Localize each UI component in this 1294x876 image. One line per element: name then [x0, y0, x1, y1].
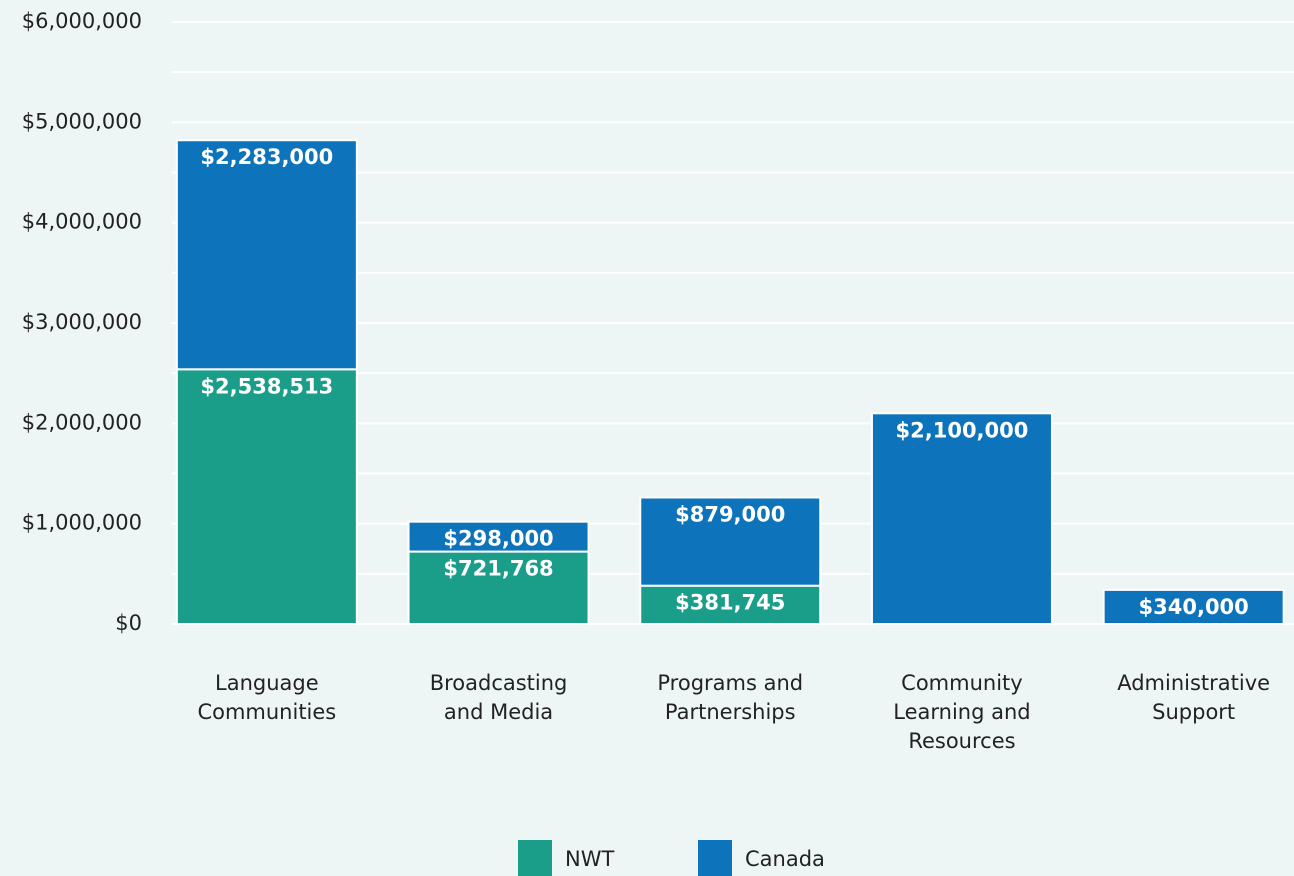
y-tick-label: $6,000,000 [22, 9, 142, 33]
x-tick-label: Broadcasting and Media [430, 671, 568, 724]
bar-segment [639, 584, 822, 625]
bar-segment [870, 412, 1053, 625]
y-tick-label: $4,000,000 [22, 210, 142, 234]
value-label: $340,000 [1139, 595, 1249, 619]
y-tick-label: $1,000,000 [22, 511, 142, 535]
x-tick-label: Administrative Support [1117, 671, 1270, 724]
bar-segment [175, 368, 358, 625]
bar-segment [407, 520, 590, 553]
value-label: $879,000 [675, 503, 785, 527]
x-tick-label: Community Learning and Resources [893, 671, 1030, 753]
y-tick-label: $5,000,000 [22, 109, 142, 133]
legend-swatch [518, 840, 552, 876]
value-label: $2,538,513 [200, 374, 333, 398]
bar-segment [407, 550, 590, 625]
y-tick-label: $3,000,000 [22, 310, 142, 334]
value-label: $721,768 [443, 557, 553, 581]
legend-swatch [698, 840, 732, 876]
y-tick-label: $2,000,000 [22, 410, 142, 434]
value-label: $2,283,000 [200, 145, 333, 169]
value-label: $298,000 [443, 527, 553, 551]
bar-segment [175, 139, 358, 371]
x-tick-label: Language Communities [197, 671, 336, 724]
value-label: $381,745 [675, 591, 785, 615]
bar-segment [639, 496, 822, 587]
legend-label: Canada [745, 847, 825, 871]
value-label: $2,100,000 [896, 418, 1029, 442]
bar-segment [1102, 588, 1285, 625]
legend-label: NWT [565, 847, 614, 871]
x-tick-label: Programs and Partnerships [657, 671, 803, 724]
y-tick-label: $0 [115, 611, 142, 635]
